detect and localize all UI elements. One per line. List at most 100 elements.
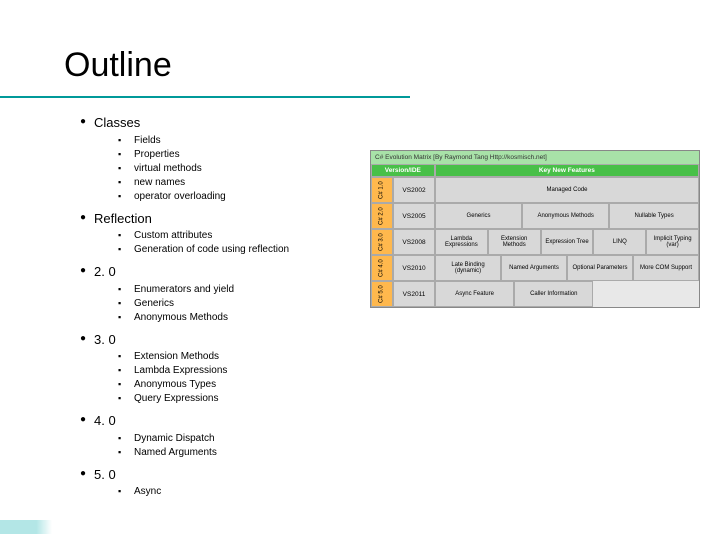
matrix-version-cell: C# 1.0	[371, 177, 393, 203]
bullet-square-icon: ▪	[118, 297, 134, 311]
matrix-version-cell: C# 5.0	[371, 281, 393, 307]
outline-subitem-label: Fields	[134, 134, 161, 148]
slide-title: Outline	[64, 46, 172, 85]
matrix-feature-cell: Anonymous Methods	[522, 203, 609, 229]
outline-item: ●5. 0	[80, 466, 370, 484]
bullet-disc-icon: ●	[80, 466, 94, 484]
matrix-version-cell: C# 2.0	[371, 203, 393, 229]
evolution-matrix-image: C# Evolution Matrix [By Raymond Tang Htt…	[370, 150, 700, 308]
outline-item-label: 5. 0	[94, 466, 116, 484]
matrix-features: Late Binding (dynamic)Named ArgumentsOpt…	[435, 255, 699, 281]
matrix-ide-cell: VS2011	[393, 281, 435, 307]
bullet-square-icon: ▪	[118, 176, 134, 190]
matrix-feature-cell: Generics	[435, 203, 522, 229]
bullet-square-icon: ▪	[118, 243, 134, 257]
matrix-feature-cell: Expression Tree	[541, 229, 594, 255]
outline-subitem: ▪Dynamic Dispatch	[118, 432, 370, 446]
outline-subitem-label: Anonymous Types	[134, 378, 216, 392]
outline-subitem-label: Async	[134, 485, 161, 499]
matrix-feature-cell: Async Feature	[435, 281, 514, 307]
matrix-version-cell: C# 4.0	[371, 255, 393, 281]
outline-subgroup: ▪Enumerators and yield▪Generics▪Anonymou…	[118, 283, 370, 325]
matrix-header-row: Version/IDE Key New Features	[371, 164, 699, 177]
outline-subitem: ▪Properties	[118, 148, 370, 162]
outline-subitem: ▪Lambda Expressions	[118, 364, 370, 378]
matrix-feature-cell: Managed Code	[435, 177, 699, 203]
bullet-square-icon: ▪	[118, 378, 134, 392]
outline-subitem-label: Extension Methods	[134, 350, 219, 364]
outline-subgroup: ▪Async	[118, 485, 370, 499]
bullet-disc-icon: ●	[80, 114, 94, 132]
outline-subitem: ▪Anonymous Methods	[118, 311, 370, 325]
matrix-header-features: Key New Features	[435, 164, 699, 177]
outline-subgroup: ▪Custom attributes▪Generation of code us…	[118, 229, 370, 257]
bullet-square-icon: ▪	[118, 446, 134, 460]
outline-item-label: Reflection	[94, 210, 152, 228]
outline-subitem: ▪Generics	[118, 297, 370, 311]
outline-subitem-label: virtual methods	[134, 162, 202, 176]
matrix-title: C# Evolution Matrix [By Raymond Tang Htt…	[371, 151, 699, 164]
matrix-ide-cell: VS2008	[393, 229, 435, 255]
outline-subitem-label: Generics	[134, 297, 174, 311]
outline-subitem: ▪Custom attributes	[118, 229, 370, 243]
outline-subitem: ▪operator overloading	[118, 190, 370, 204]
matrix-row: C# 5.0VS2011Async FeatureCaller Informat…	[371, 281, 699, 307]
bullet-square-icon: ▪	[118, 148, 134, 162]
footer-deco	[0, 520, 52, 534]
outline-item-label: Classes	[94, 114, 140, 132]
outline-subitem-label: Enumerators and yield	[134, 283, 234, 297]
title-underline	[0, 96, 410, 98]
outline-subitem: ▪Extension Methods	[118, 350, 370, 364]
outline-subitem-label: Query Expressions	[134, 392, 218, 406]
matrix-feature-cell: Nullable Types	[609, 203, 699, 229]
outline-subitem: ▪Async	[118, 485, 370, 499]
matrix-features: GenericsAnonymous MethodsNullable Types	[435, 203, 699, 229]
bullet-square-icon: ▪	[118, 485, 134, 499]
bullet-square-icon: ▪	[118, 162, 134, 176]
matrix-version-cell: C# 3.0	[371, 229, 393, 255]
outline-item: ●Classes	[80, 114, 370, 132]
bullet-square-icon: ▪	[118, 283, 134, 297]
matrix-feature-cell: Extension Methods	[488, 229, 541, 255]
outline-subitem: ▪Fields	[118, 134, 370, 148]
outline-subitem-label: new names	[134, 176, 185, 190]
outline-subitem: ▪Anonymous Types	[118, 378, 370, 392]
outline-subgroup: ▪Fields▪Properties▪virtual methods▪new n…	[118, 134, 370, 204]
outline-subitem: ▪Generation of code using reflection	[118, 243, 370, 257]
outline-subitem: ▪Enumerators and yield	[118, 283, 370, 297]
slide: Outline ●Classes▪Fields▪Properties▪virtu…	[0, 0, 720, 540]
matrix-features: Async FeatureCaller Information	[435, 281, 699, 307]
matrix-feature-cell: More COM Support	[633, 255, 699, 281]
outline-subitem-label: Custom attributes	[134, 229, 212, 243]
outline-subitem: ▪Query Expressions	[118, 392, 370, 406]
bullet-square-icon: ▪	[118, 134, 134, 148]
outline-item: ●2. 0	[80, 263, 370, 281]
matrix-row: C# 4.0VS2010Late Binding (dynamic)Named …	[371, 255, 699, 281]
outline-item-label: 4. 0	[94, 412, 116, 430]
outline-subitem-label: Generation of code using reflection	[134, 243, 289, 257]
outline-subitem-label: operator overloading	[134, 190, 226, 204]
matrix-ide-cell: VS2002	[393, 177, 435, 203]
matrix-feature-cell: Optional Parameters	[567, 255, 633, 281]
outline-subitem-label: Anonymous Methods	[134, 311, 228, 325]
bullet-disc-icon: ●	[80, 412, 94, 430]
outline-item: ●3. 0	[80, 331, 370, 349]
matrix-feature-cell: LINQ	[593, 229, 646, 255]
matrix-row: C# 2.0VS2005GenericsAnonymous MethodsNul…	[371, 203, 699, 229]
bullet-disc-icon: ●	[80, 210, 94, 228]
matrix-feature-cell: Caller Information	[514, 281, 593, 307]
bullet-square-icon: ▪	[118, 229, 134, 243]
bullet-square-icon: ▪	[118, 350, 134, 364]
outline-subitem-label: Lambda Expressions	[134, 364, 227, 378]
bullet-square-icon: ▪	[118, 190, 134, 204]
matrix-feature-cell: Implicit Typing (var)	[646, 229, 699, 255]
matrix-header-version: Version/IDE	[371, 164, 435, 177]
matrix-row: C# 1.0VS2002Managed Code	[371, 177, 699, 203]
matrix-features: Managed Code	[435, 177, 699, 203]
matrix-row: C# 3.0VS2008Lambda ExpressionsExtension …	[371, 229, 699, 255]
outline-subitem-label: Properties	[134, 148, 180, 162]
bullet-square-icon: ▪	[118, 364, 134, 378]
outline-subitem-label: Dynamic Dispatch	[134, 432, 215, 446]
outline-subgroup: ▪Extension Methods▪Lambda Expressions▪An…	[118, 350, 370, 406]
outline-list: ●Classes▪Fields▪Properties▪virtual metho…	[80, 114, 370, 505]
